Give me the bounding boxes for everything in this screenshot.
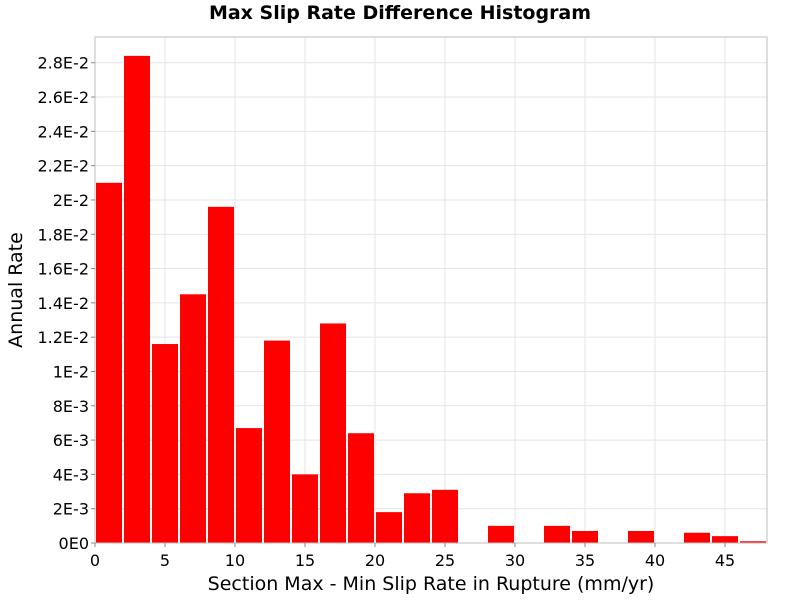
histogram-bar	[320, 323, 346, 543]
histogram-bar	[96, 182, 122, 543]
y-axis-title: Annual Rate	[5, 232, 27, 348]
y-tick-label: 1.2E-2	[37, 328, 89, 347]
x-axis-ticks: 0 5 10 15 20 25 30 35 40 45	[90, 543, 735, 570]
histogram-bar	[376, 512, 402, 543]
histogram-bar	[544, 525, 570, 543]
y-tick-label: 2E-2	[53, 191, 89, 210]
x-tick-label: 40	[645, 551, 665, 570]
x-tick-label: 0	[90, 551, 100, 570]
histogram-bar	[488, 525, 514, 543]
y-tick-label: 0E0	[59, 534, 89, 553]
x-tick-label: 25	[435, 551, 455, 570]
x-tick-label: 45	[715, 551, 735, 570]
y-tick-label: 2.6E-2	[37, 88, 89, 107]
y-tick-label: 1.4E-2	[37, 294, 89, 313]
y-tick-label: 2.4E-2	[37, 122, 89, 141]
histogram-bar	[628, 530, 654, 543]
histogram-bar	[124, 55, 150, 543]
x-tick-label: 35	[575, 551, 595, 570]
y-tick-label: 2E-3	[53, 500, 89, 519]
y-tick-label: 8E-3	[53, 397, 89, 416]
x-tick-label: 15	[295, 551, 315, 570]
histogram-bar	[236, 428, 262, 543]
histogram-bar	[292, 474, 318, 543]
y-tick-label: 2.2E-2	[37, 157, 89, 176]
histogram-bar	[712, 536, 738, 543]
histogram-bar	[264, 340, 290, 543]
y-axis-ticks: 0E0 2E-3 4E-3 6E-3 8E-3 1E-2 1.2E-2 1.4E-2 1.6E-…	[37, 54, 95, 553]
histogram-bar	[432, 489, 458, 543]
histogram-bar	[684, 532, 710, 543]
y-tick-label: 1E-2	[53, 362, 89, 381]
histogram-bar	[572, 530, 598, 543]
x-tick-label: 30	[505, 551, 525, 570]
x-tick-label: 20	[365, 551, 385, 570]
y-tick-label: 6E-3	[53, 431, 89, 450]
histogram-bar	[208, 206, 234, 543]
x-axis-title: Section Max - Min Slip Rate in Rupture (…	[208, 573, 655, 595]
plot-border	[94, 36, 768, 544]
y-tick-label: 1.6E-2	[37, 260, 89, 279]
histogram-bar	[152, 344, 178, 543]
bars	[96, 55, 766, 543]
chart-title: Max Slip Rate Difference Histogram	[208, 2, 592, 24]
histogram-bar	[740, 541, 766, 543]
x-tick-label: 5	[160, 551, 170, 570]
histogram-bar	[404, 493, 430, 543]
x-tick-label: 10	[225, 551, 245, 570]
histogram-bar	[180, 294, 206, 543]
histogram-bar	[348, 433, 374, 543]
y-tick-label: 4E-3	[53, 465, 89, 484]
y-tick-label: 1.8E-2	[37, 225, 89, 244]
y-tick-label: 2.8E-2	[37, 54, 89, 73]
